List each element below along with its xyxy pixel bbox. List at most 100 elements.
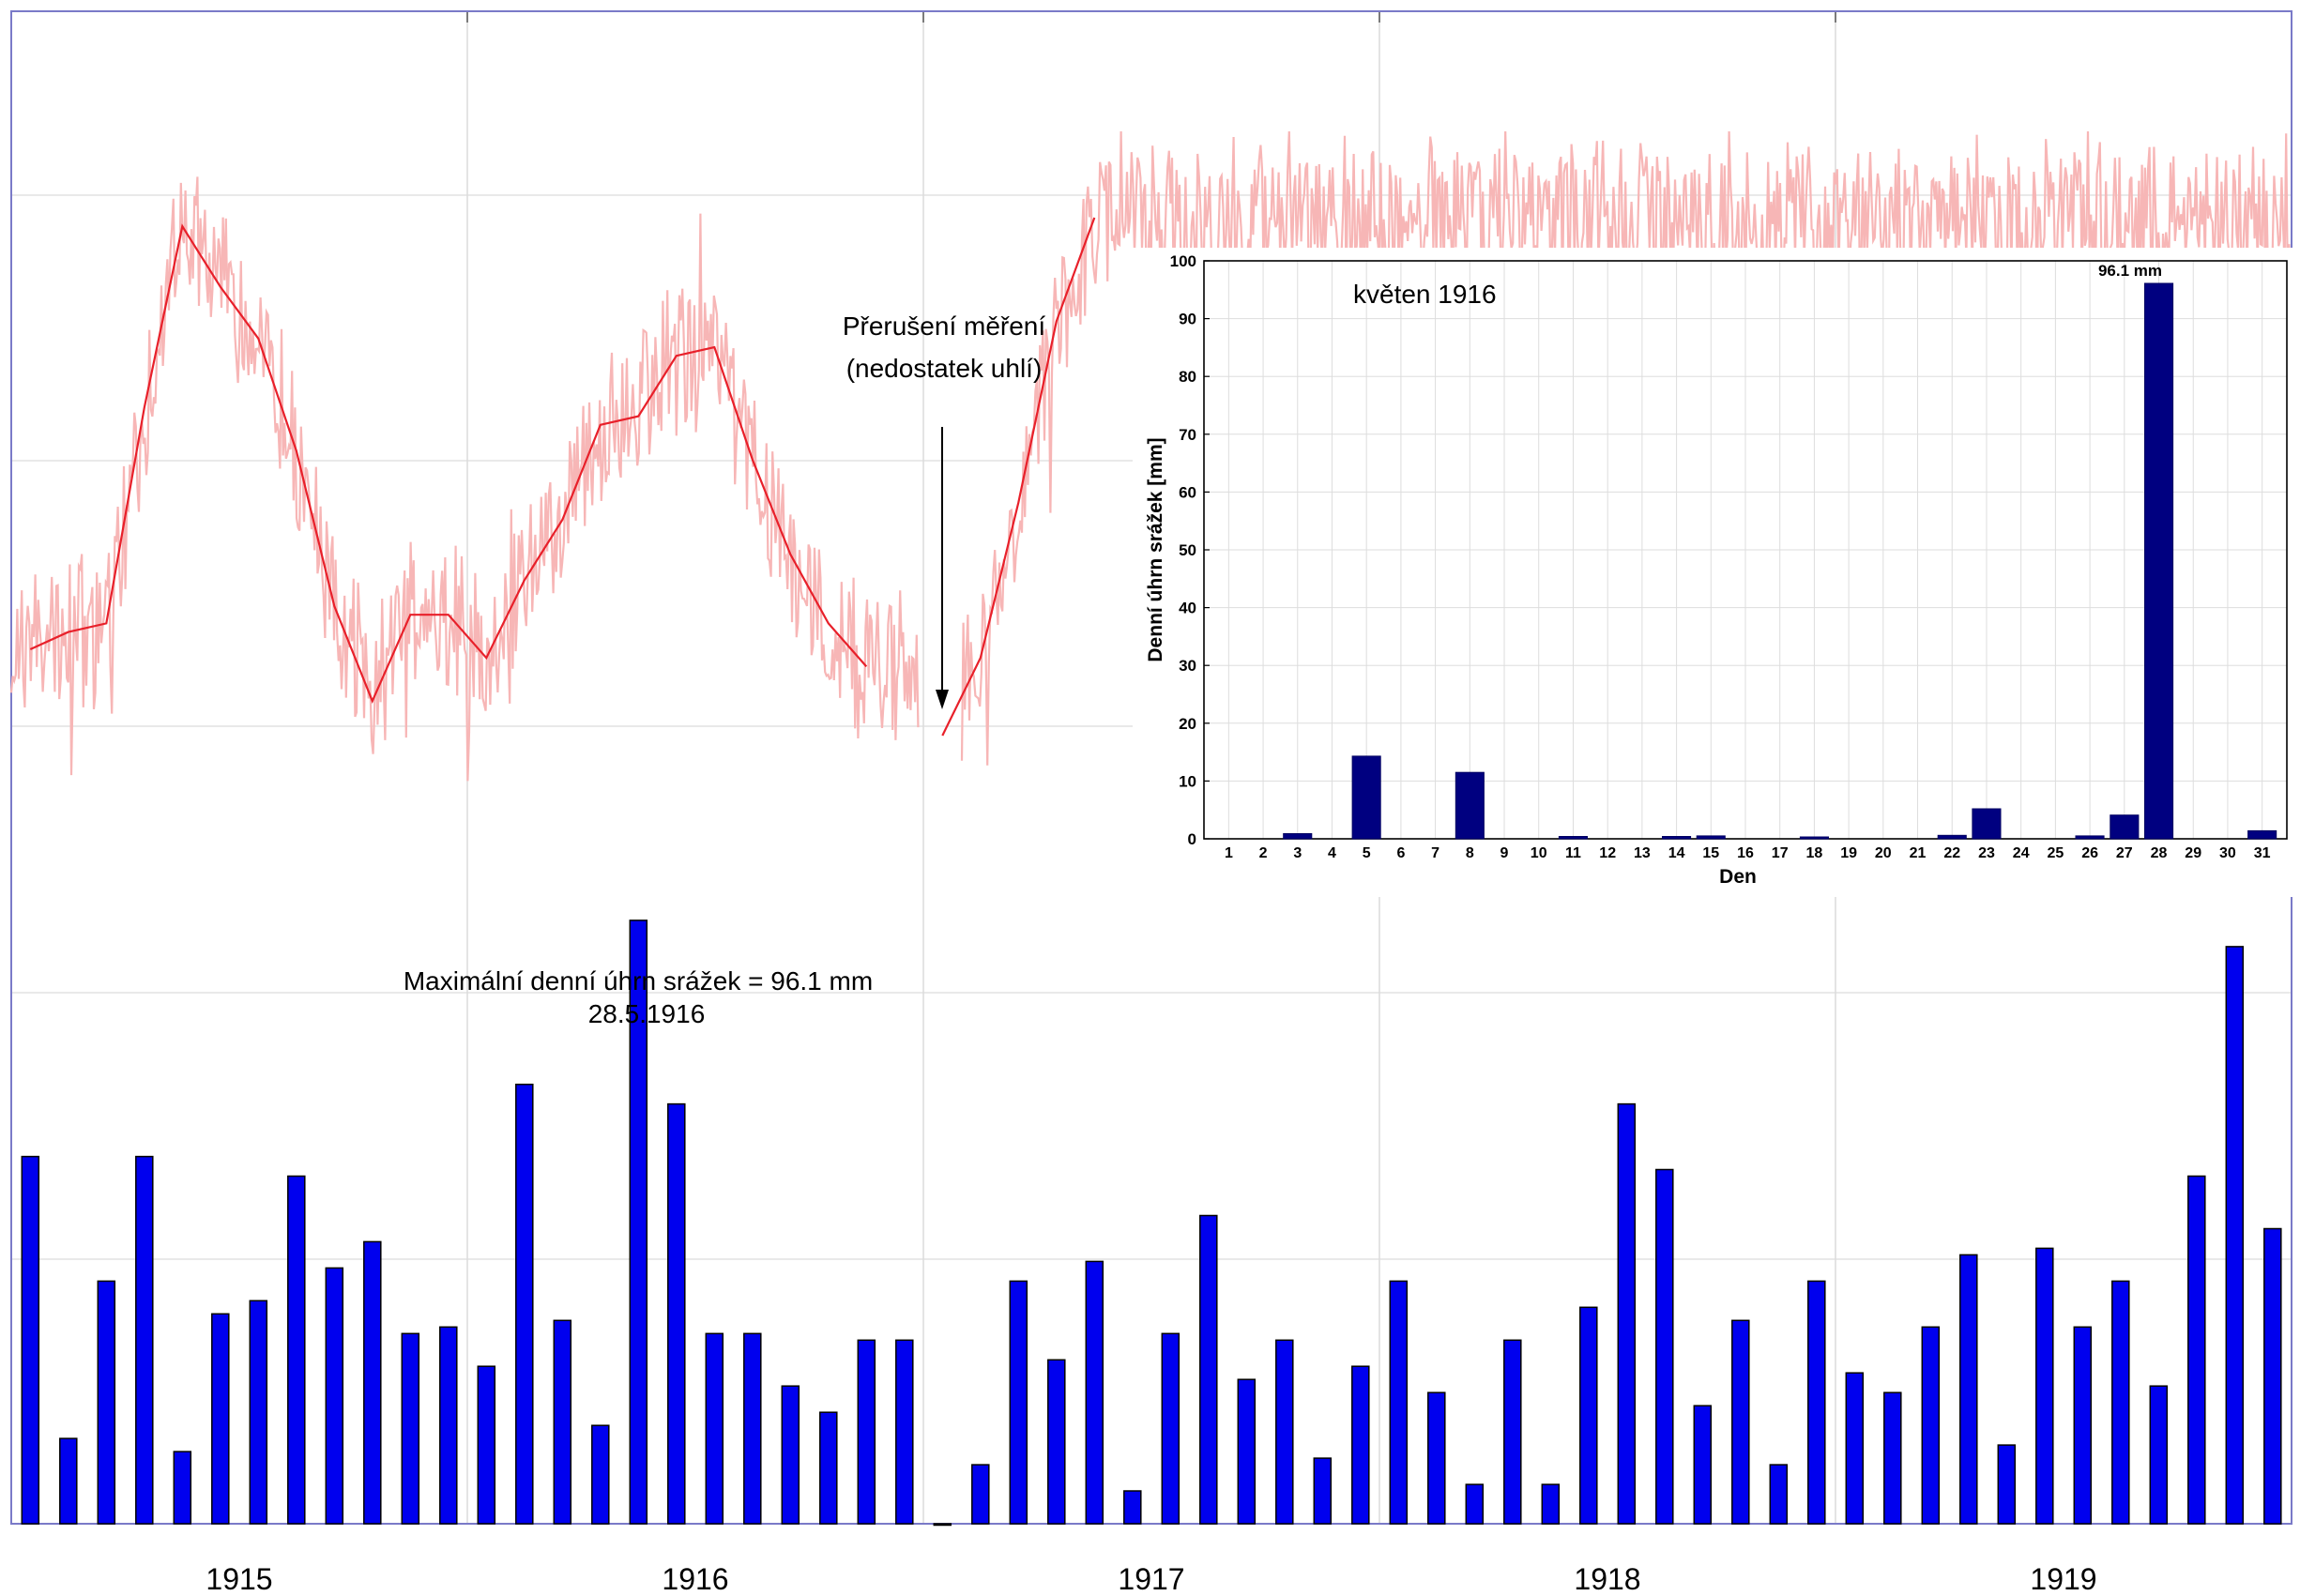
inset-y-tick-label: 40	[1179, 600, 1196, 617]
inset-x-tick-label: 12	[1599, 845, 1616, 861]
inset-grid	[1204, 260, 2287, 840]
precip-bar	[173, 1451, 192, 1525]
temperature-daily-line	[9, 176, 920, 782]
inset-bar	[1455, 771, 1485, 840]
precip-bar	[1427, 1391, 1446, 1525]
interruption-arrow-head	[936, 690, 949, 709]
precip-bar	[971, 1464, 990, 1525]
inset-bar	[1972, 808, 2002, 840]
precip-bar	[287, 1175, 306, 1525]
inset-x-tick-label: 19	[1840, 845, 1857, 861]
inset-background	[1133, 248, 2296, 897]
precip-bar	[325, 1267, 344, 1525]
inset-y-tick-label: 0	[1188, 830, 1196, 848]
precip-bar	[591, 1424, 610, 1525]
precip-bar	[743, 1332, 762, 1525]
inset-x-tick-label: 1	[1225, 845, 1233, 861]
precip-bar	[1161, 1332, 1180, 1525]
inset-y-tick-label: 70	[1179, 426, 1196, 444]
precip-bar	[1655, 1168, 1674, 1525]
inset-y-axis-label: Denní úhrn srážek [mm]	[1145, 437, 1166, 661]
precip-bar	[2111, 1280, 2130, 1525]
precip-bar	[1921, 1326, 1941, 1525]
precip-bar	[1275, 1339, 1294, 1525]
inset-x-tick-label: 7	[1431, 845, 1439, 861]
inset-y-tick-label: 50	[1179, 541, 1196, 559]
precip-bar	[1009, 1280, 1028, 1525]
inset-x-tick-label: 11	[1565, 845, 1581, 861]
precip-bar	[439, 1326, 458, 1525]
precip-bar	[2035, 1247, 2054, 1525]
inset-x-tick-labels: 1 2 3 4 5 6 7 8 9 10 11 12 13 14 15 16 17 18 19 20 21 22 23 24 2…	[1225, 845, 2271, 861]
precip-bar	[1845, 1372, 1865, 1525]
precip-bar	[401, 1332, 420, 1525]
precip-bar	[1807, 1280, 1826, 1525]
inset-x-tick-label: 26	[2081, 845, 2098, 861]
temperature-monthly-line	[29, 223, 868, 705]
precip-bar	[1541, 1483, 1561, 1525]
inset-x-tick-label: 18	[1806, 845, 1823, 861]
inset-bar	[1937, 834, 1967, 840]
precip-bar	[1579, 1306, 1598, 1525]
precip-bar	[97, 1280, 116, 1525]
inset-x-tick-label: 25	[2048, 845, 2064, 861]
inset-y-tick-label: 100	[1170, 252, 1196, 270]
precip-bar	[2149, 1385, 2169, 1525]
x-tick-label-year: 1919	[2030, 1562, 2096, 1596]
max-precip-label-line1: Maximální denní úhrn srážek = 96.1 mm	[404, 966, 873, 996]
inset-x-tick-label: 9	[1500, 845, 1509, 861]
inset-x-tick-label: 4	[1328, 845, 1336, 861]
x-tick-label-year: 1915	[206, 1562, 272, 1596]
inset-x-tick-label: 17	[1772, 845, 1789, 861]
inset-bars	[1283, 282, 2277, 840]
precip-bar	[2187, 1175, 2206, 1525]
precip-bar	[1503, 1339, 1522, 1525]
inset-x-tick-label: 14	[1668, 845, 1685, 861]
precip-bar	[1617, 1102, 1637, 1525]
inset-x-tick-label: 29	[2185, 845, 2201, 861]
precip-bar	[477, 1365, 496, 1525]
inset-y-tick-label: 90	[1179, 311, 1196, 328]
inset-x-tick-label: 23	[1978, 845, 1995, 861]
interruption-label-line2: (nedostatek uhlí)	[846, 354, 1043, 383]
precip-bar	[819, 1411, 838, 1525]
x-tick-label-year: 1917	[1118, 1562, 1184, 1596]
precip-bar	[629, 920, 648, 1525]
precip-bar	[1997, 1444, 2017, 1525]
inset-y-tick-label: 10	[1179, 772, 1196, 790]
inset-bar	[2110, 814, 2140, 840]
precip-bar	[249, 1300, 268, 1525]
inset-bar	[1351, 755, 1381, 840]
inset-x-tick-label: 6	[1396, 845, 1405, 861]
precip-bar	[2225, 946, 2245, 1525]
precip-bar	[1465, 1483, 1485, 1525]
inset-x-tick-label: 27	[2116, 845, 2133, 861]
max-precip-annotation: Maximální denní úhrn srážek = 96.1 mm 28…	[404, 966, 873, 1028]
inset-x-tick-label: 31	[2254, 845, 2271, 861]
precip-bar	[135, 1155, 154, 1525]
inset-x-tick-label: 28	[2151, 845, 2168, 861]
inset-x-tick-label: 3	[1293, 845, 1302, 861]
precip-bar	[1389, 1280, 1409, 1525]
precip-bar	[857, 1339, 876, 1525]
precip-bar	[1959, 1254, 1978, 1525]
temperature-monthly-line-after-gap	[941, 217, 1096, 737]
precip-bar	[59, 1437, 78, 1525]
precip-bar	[1085, 1260, 1104, 1525]
inset-bar	[1283, 833, 1313, 840]
precip-bar	[1123, 1490, 1142, 1525]
max-precip-label-line2: 28.5.1916	[588, 999, 706, 1028]
precip-bar	[553, 1319, 572, 1525]
precip-bar	[1883, 1391, 1902, 1525]
interruption-label-line1: Přerušení měření	[843, 312, 1046, 341]
x-tick-label-year: 1916	[662, 1562, 728, 1596]
inset-x-tick-label: 24	[2013, 845, 2030, 861]
inset-bar	[1696, 835, 1726, 840]
inset-x-tick-label: 21	[1910, 845, 1927, 861]
inset-bar	[2247, 829, 2277, 840]
inset-bar	[1558, 836, 1588, 840]
precip-bar	[1237, 1378, 1257, 1525]
precip-bar	[515, 1083, 534, 1525]
